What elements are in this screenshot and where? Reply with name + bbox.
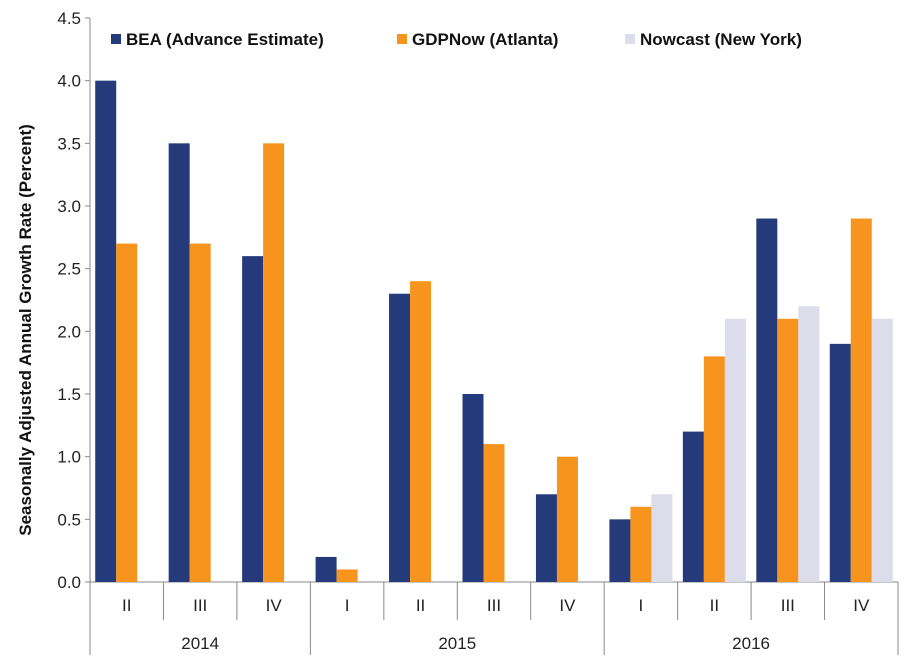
y-tick-label: 4.5 bbox=[57, 9, 81, 28]
bar bbox=[410, 281, 432, 582]
bar bbox=[535, 494, 557, 582]
y-tick-label: 0.0 bbox=[57, 573, 81, 592]
y-tick-label: 3.5 bbox=[57, 134, 81, 153]
legend-swatch bbox=[111, 34, 121, 44]
bar bbox=[756, 218, 778, 583]
bar bbox=[777, 318, 799, 582]
y-tick-label: 1.5 bbox=[57, 385, 81, 404]
bar bbox=[651, 494, 673, 582]
x-tick-label: III bbox=[193, 596, 207, 615]
x-tick-label: II bbox=[710, 596, 719, 615]
bar bbox=[798, 306, 820, 582]
y-tick-label: 2.0 bbox=[57, 322, 81, 341]
y-tick-label: 4.0 bbox=[57, 72, 81, 91]
y-tick-label: 1.0 bbox=[57, 448, 81, 467]
bar bbox=[871, 318, 893, 582]
x-tick-label: III bbox=[781, 596, 795, 615]
bar bbox=[116, 243, 138, 582]
bar bbox=[850, 218, 872, 583]
legend-entry: GDPNow (Atlanta) bbox=[412, 30, 558, 49]
x-tick-label: IV bbox=[853, 596, 870, 615]
bar bbox=[336, 569, 358, 582]
x-group-label: 2015 bbox=[438, 634, 476, 653]
x-group-label: 2014 bbox=[181, 634, 219, 653]
bar bbox=[556, 456, 578, 582]
x-tick-label: IV bbox=[559, 596, 576, 615]
x-tick-label: II bbox=[416, 596, 425, 615]
x-group-label: 2016 bbox=[732, 634, 770, 653]
bar bbox=[263, 143, 285, 583]
x-tick-label: II bbox=[122, 596, 131, 615]
legend-entry: BEA (Advance Estimate) bbox=[126, 30, 324, 49]
bar bbox=[389, 293, 411, 582]
axes: 0.00.51.01.52.02.53.03.54.04.5II III IV201… bbox=[57, 9, 899, 655]
bar bbox=[682, 431, 704, 582]
y-tick-label: 3.0 bbox=[57, 197, 81, 216]
bar bbox=[829, 343, 851, 582]
bar bbox=[724, 318, 746, 582]
y-axis-label: Seasonally Adjusted Annual Growth Rate (… bbox=[16, 124, 35, 536]
bar bbox=[315, 556, 337, 582]
bar bbox=[462, 394, 484, 582]
y-tick-label: 2.5 bbox=[57, 260, 81, 279]
bar bbox=[242, 256, 264, 582]
x-tick-label: III bbox=[487, 596, 501, 615]
bar bbox=[168, 143, 190, 583]
bar bbox=[483, 444, 505, 582]
legend: BEA (Advance Estimate) GDPNow (Atlanta) No… bbox=[111, 30, 802, 49]
bar bbox=[189, 243, 211, 582]
legend-swatch bbox=[625, 34, 635, 44]
bar bbox=[630, 506, 652, 582]
y-tick-label: 0.5 bbox=[57, 510, 81, 529]
x-tick-label: I bbox=[345, 596, 350, 615]
x-tick-label: I bbox=[639, 596, 644, 615]
legend-swatch bbox=[397, 34, 407, 44]
x-tick-label: IV bbox=[266, 596, 283, 615]
bars bbox=[95, 80, 893, 583]
legend-entry: Nowcast (New York) bbox=[640, 30, 802, 49]
bar bbox=[703, 356, 725, 582]
bar bbox=[609, 519, 631, 582]
bar bbox=[95, 80, 117, 583]
